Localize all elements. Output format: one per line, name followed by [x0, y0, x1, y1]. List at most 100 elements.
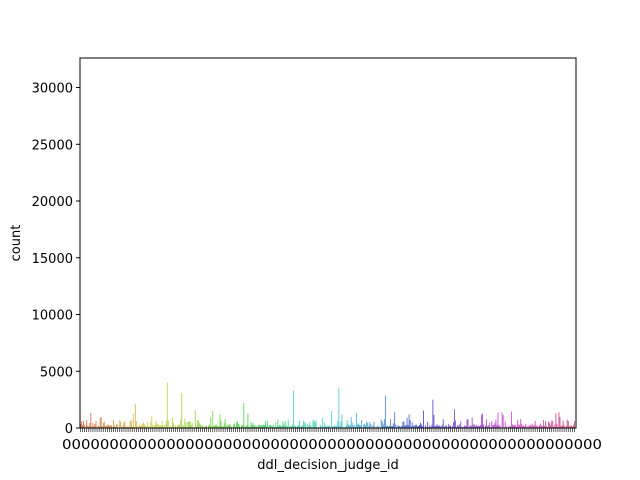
bar: [223, 422, 225, 428]
bar: [561, 425, 563, 428]
bar: [408, 414, 410, 428]
bar: [159, 424, 161, 428]
bar: [129, 421, 131, 428]
bar: [180, 419, 182, 428]
bar: [523, 426, 525, 428]
bar: [557, 426, 559, 428]
bar: [295, 426, 296, 428]
bar: [543, 420, 544, 428]
bar: [440, 426, 442, 428]
bar: [323, 422, 325, 428]
bar: [106, 424, 108, 428]
bar: [286, 426, 288, 428]
bar: [90, 412, 92, 428]
bar: [542, 426, 543, 428]
bar: [352, 425, 354, 428]
bar: [402, 421, 404, 428]
bar: [292, 390, 294, 428]
bar: [182, 425, 184, 428]
bar: [158, 425, 160, 428]
bar: [454, 409, 455, 428]
bar: [80, 424, 81, 428]
bar: [201, 425, 202, 428]
bar: [502, 415, 504, 428]
bar: [287, 419, 289, 428]
bar: [112, 426, 113, 428]
bar: [152, 424, 154, 428]
bar: [299, 420, 300, 428]
bar: [89, 423, 91, 428]
bar: [265, 421, 266, 428]
bar: [389, 425, 390, 428]
bar: [99, 417, 101, 428]
bar: [148, 426, 150, 428]
bar: [98, 426, 100, 428]
bar: [437, 425, 439, 428]
bar: [492, 425, 494, 428]
bar: [515, 424, 516, 428]
bar: [566, 419, 568, 428]
bar: [367, 422, 369, 428]
bar: [419, 425, 420, 428]
bar: [154, 424, 156, 428]
bar: [253, 425, 255, 428]
bar: [345, 425, 347, 428]
x-axis-label: ddl_decision_judge_id: [257, 458, 398, 473]
bar: [573, 424, 574, 428]
bar: [377, 425, 379, 428]
bar: [368, 426, 370, 428]
bar: [329, 425, 330, 428]
bar: [83, 420, 85, 428]
bar: [266, 426, 267, 428]
x-tick-labels-overlapping: 0000000000000000000000000000000000000000…: [62, 438, 602, 453]
bar: [81, 421, 82, 428]
bar: [278, 425, 280, 428]
bar: [273, 424, 275, 428]
bar: [170, 426, 171, 428]
bar: [321, 417, 323, 428]
bar: [432, 399, 434, 428]
y-axis-label: count: [9, 225, 24, 262]
bar: [339, 425, 341, 428]
bar: [574, 421, 575, 428]
bar: [483, 424, 484, 428]
bar: [388, 426, 389, 428]
bar: [277, 419, 279, 428]
bar: [337, 420, 339, 428]
bar: [157, 424, 159, 428]
bar: [409, 420, 411, 428]
bar: [212, 410, 214, 428]
bar: [536, 425, 538, 428]
y-tick-label: 5000: [40, 365, 73, 380]
y-tick-label: 20000: [32, 195, 73, 210]
bar: [246, 425, 248, 428]
bar: [210, 417, 212, 428]
bar: [495, 419, 497, 428]
bar: [499, 425, 501, 428]
bar: [147, 421, 149, 428]
bar: [457, 424, 459, 428]
y-tick-label: 30000: [32, 82, 73, 97]
bar: [88, 426, 90, 428]
bar: [411, 422, 413, 428]
bar: [554, 424, 556, 428]
bar: [480, 424, 481, 428]
bar: [365, 425, 367, 428]
bar: [404, 425, 406, 428]
bar: [481, 414, 482, 428]
bar: [395, 424, 397, 428]
bar: [531, 423, 533, 428]
bar: [224, 419, 226, 428]
bar: [218, 426, 220, 428]
bar: [221, 426, 223, 428]
y-tick-label: 25000: [32, 138, 73, 153]
bar: [263, 424, 264, 428]
bar: [120, 421, 122, 428]
bar: [423, 410, 424, 428]
bar: [255, 426, 257, 428]
bar: [227, 425, 229, 428]
bar: [122, 425, 124, 428]
bar: [197, 419, 199, 428]
bar: [135, 421, 137, 428]
bar: [195, 425, 197, 428]
